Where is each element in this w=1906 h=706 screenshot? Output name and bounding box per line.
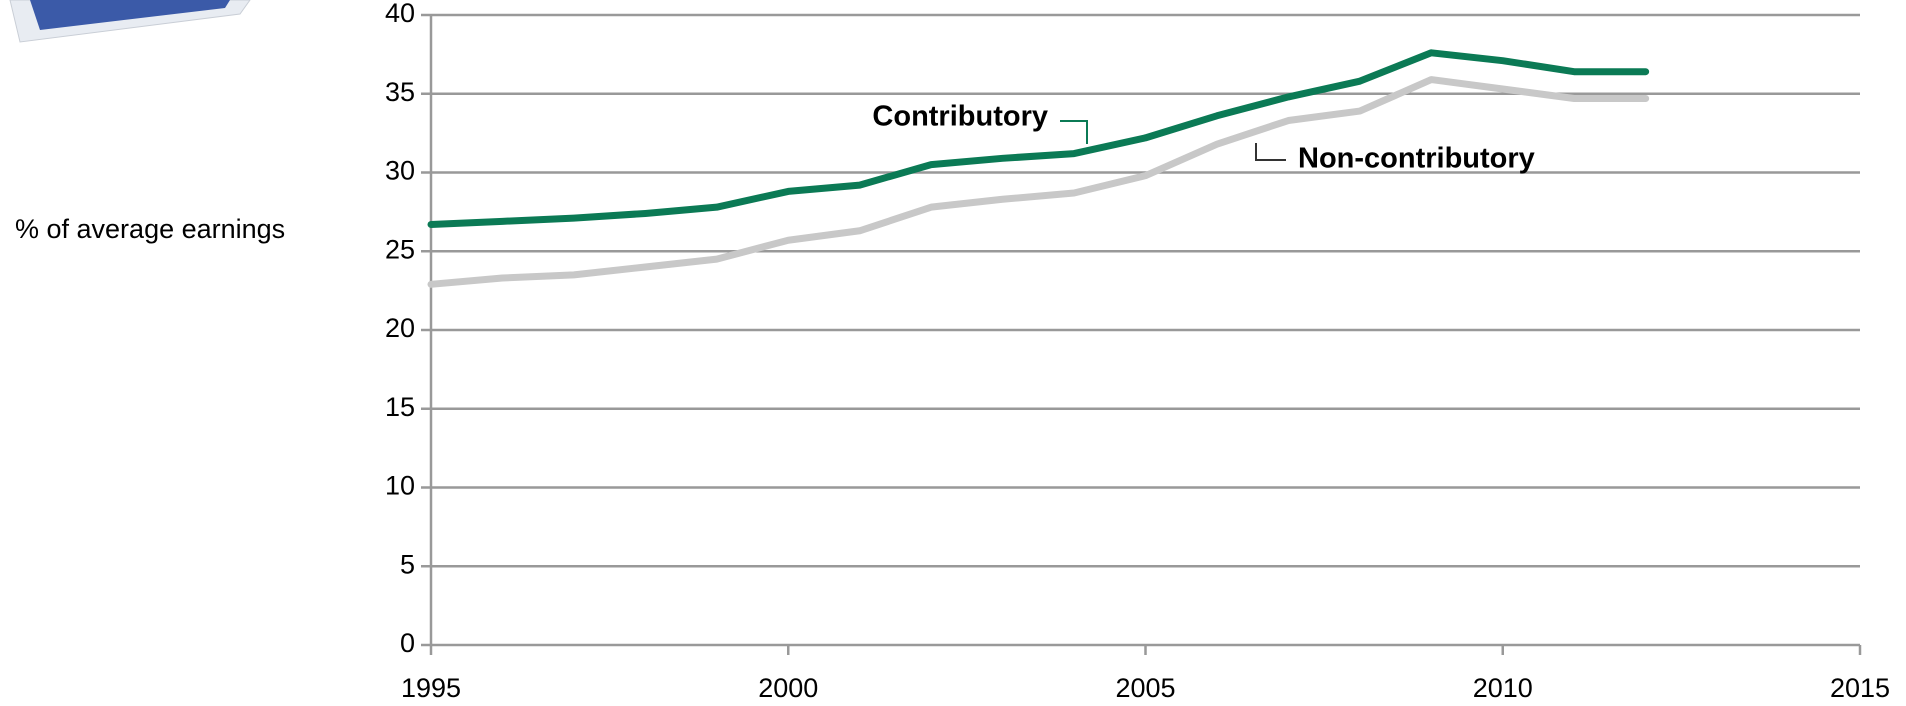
y-tick-label: 40 bbox=[385, 0, 415, 28]
data-line bbox=[427, 76, 1650, 288]
y-tick-label: 30 bbox=[385, 156, 415, 186]
x-tick-label: 2005 bbox=[1115, 673, 1175, 703]
x-tick-label: 2015 bbox=[1830, 673, 1890, 703]
image-corner-inner bbox=[30, 0, 230, 30]
leader-line bbox=[1060, 120, 1088, 144]
y-axis-label: % of average earnings bbox=[15, 214, 285, 244]
y-tick-label: 10 bbox=[385, 471, 415, 501]
y-tick-label: 20 bbox=[385, 313, 415, 343]
y-tick-label: 5 bbox=[400, 549, 415, 579]
x-tick-label: 1995 bbox=[401, 673, 461, 703]
series-label: Non-contributory bbox=[1298, 143, 1535, 175]
series-label: Contributory bbox=[872, 101, 1048, 133]
leader-line bbox=[1255, 143, 1286, 161]
y-tick-label: 0 bbox=[400, 628, 415, 658]
x-tick-label: 2010 bbox=[1473, 673, 1533, 703]
y-tick-label: 35 bbox=[385, 77, 415, 107]
y-tick-label: 25 bbox=[385, 234, 415, 264]
decorative-image bbox=[9, 0, 251, 43]
x-tick-label: 2000 bbox=[758, 673, 818, 703]
data-line bbox=[427, 49, 1650, 228]
y-tick-label: 15 bbox=[385, 392, 415, 422]
